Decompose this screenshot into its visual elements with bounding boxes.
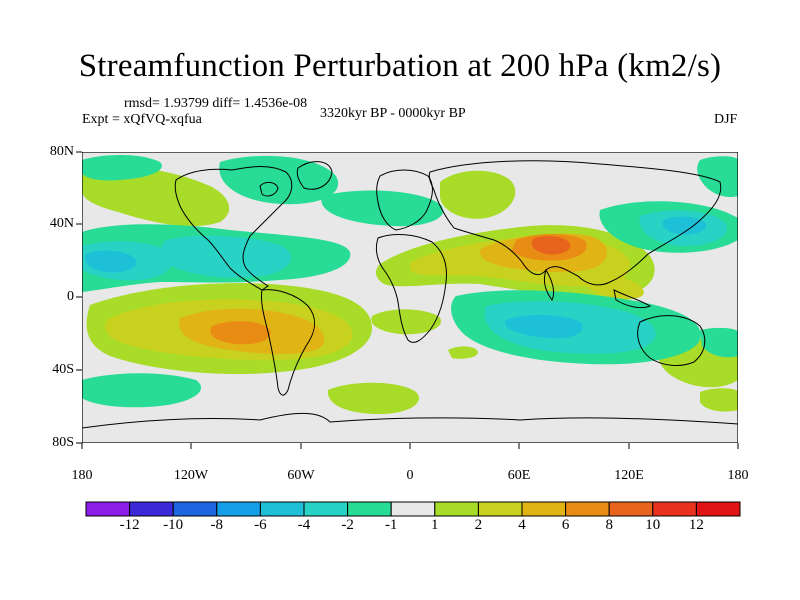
- contour-region: [505, 314, 583, 339]
- colorbar-box: [303, 501, 349, 517]
- lat-label-0: 0: [67, 289, 74, 304]
- lon-label-180w: 180: [71, 468, 93, 483]
- contour-region-max: [531, 236, 571, 255]
- north-america-coast: [174, 166, 293, 291]
- lon-label-120e: 120E: [614, 468, 644, 483]
- colorbar-label: -12: [119, 517, 140, 533]
- colorbar-label: -1: [384, 517, 398, 533]
- colorbar-box: [259, 501, 305, 517]
- australia-coast: [637, 315, 706, 366]
- colorbar-label: 6: [561, 517, 570, 533]
- antarctica-coast: [82, 412, 738, 429]
- contour-negative-4: [85, 216, 707, 339]
- colorbar-label: -10: [163, 517, 184, 533]
- colorbar-label: -8: [210, 517, 224, 533]
- lat-label-80s: 80S: [52, 435, 74, 450]
- contour-region: [219, 155, 339, 205]
- colorbar-box: [434, 501, 479, 517]
- colorbar-box: [608, 501, 654, 517]
- contour-region: [448, 346, 478, 359]
- contour-region: [321, 190, 444, 227]
- greenland-coast: [296, 161, 333, 190]
- contour-region: [327, 382, 419, 414]
- contour-region: [700, 388, 738, 412]
- colorbar-box: [695, 501, 741, 517]
- contour-region: [584, 274, 644, 300]
- contour-region: [210, 321, 271, 345]
- contour-region: [82, 167, 230, 227]
- colorbar-box: [347, 501, 392, 517]
- colorbar-box: [85, 501, 131, 517]
- chart-title: Streamfunction Perturbation at 200 hPa (…: [78, 48, 722, 84]
- colorbar-box: [652, 501, 697, 517]
- colorbar-label: 8: [605, 517, 613, 533]
- lat-label-40s: 40S: [52, 362, 74, 377]
- colorbar-label: -6: [254, 517, 267, 533]
- contour-region: [371, 309, 441, 335]
- contour-region: [662, 216, 707, 235]
- colorbar-label: -4: [297, 517, 311, 533]
- colorbar-box: [565, 501, 610, 517]
- contour-region: [440, 170, 516, 219]
- india-coast: [543, 268, 555, 301]
- experiment-label: Expt = xQfVQ-xqfua: [82, 112, 202, 127]
- colorbar-label: 1: [431, 517, 439, 533]
- stats-text: rmsd= 1.93799 diff= 1.4536e-08: [124, 96, 308, 111]
- indonesia-coast: [613, 289, 652, 309]
- hudson-bay: [259, 181, 279, 197]
- lon-label-120w: 120W: [173, 468, 209, 483]
- contour-region: [82, 373, 202, 408]
- colorbar-label: 2: [474, 517, 483, 533]
- period-label: 3320kyr BP - 0000kyr BP: [320, 106, 466, 121]
- contour-region: [697, 156, 738, 198]
- south-america-coast: [261, 289, 315, 396]
- colorbar-label: 10: [645, 517, 661, 533]
- contour-region: [82, 155, 162, 181]
- lon-label-180e: 180: [727, 468, 749, 483]
- colorbar: [85, 501, 741, 517]
- season-label: DJF: [714, 112, 738, 127]
- coastlines: [82, 160, 738, 429]
- contour-region: [700, 327, 738, 358]
- colorbar-label: 12: [688, 517, 704, 533]
- asia-coast: [428, 160, 722, 286]
- colorbar-box: [390, 501, 436, 517]
- colorbar-box: [216, 501, 261, 517]
- lon-label-60w: 60W: [287, 468, 315, 483]
- contour-region: [161, 235, 292, 278]
- lon-label-0: 0: [406, 468, 414, 483]
- colorbar-box: [129, 501, 174, 517]
- colorbar-box: [172, 501, 218, 517]
- lon-label-60e: 60E: [507, 468, 531, 483]
- contour-region: [85, 250, 137, 273]
- lat-label-80n: 80N: [49, 144, 74, 159]
- colorbar-label: -2: [341, 517, 354, 533]
- axis-ticks: [76, 151, 739, 449]
- colorbar-label: 4: [518, 517, 526, 533]
- europe-coast: [376, 169, 433, 231]
- africa-coast: [375, 234, 447, 343]
- map-panel: [82, 152, 738, 443]
- colorbar-box: [521, 501, 567, 517]
- colorbar-box: [477, 501, 523, 517]
- lat-label-40n: 40N: [49, 216, 74, 231]
